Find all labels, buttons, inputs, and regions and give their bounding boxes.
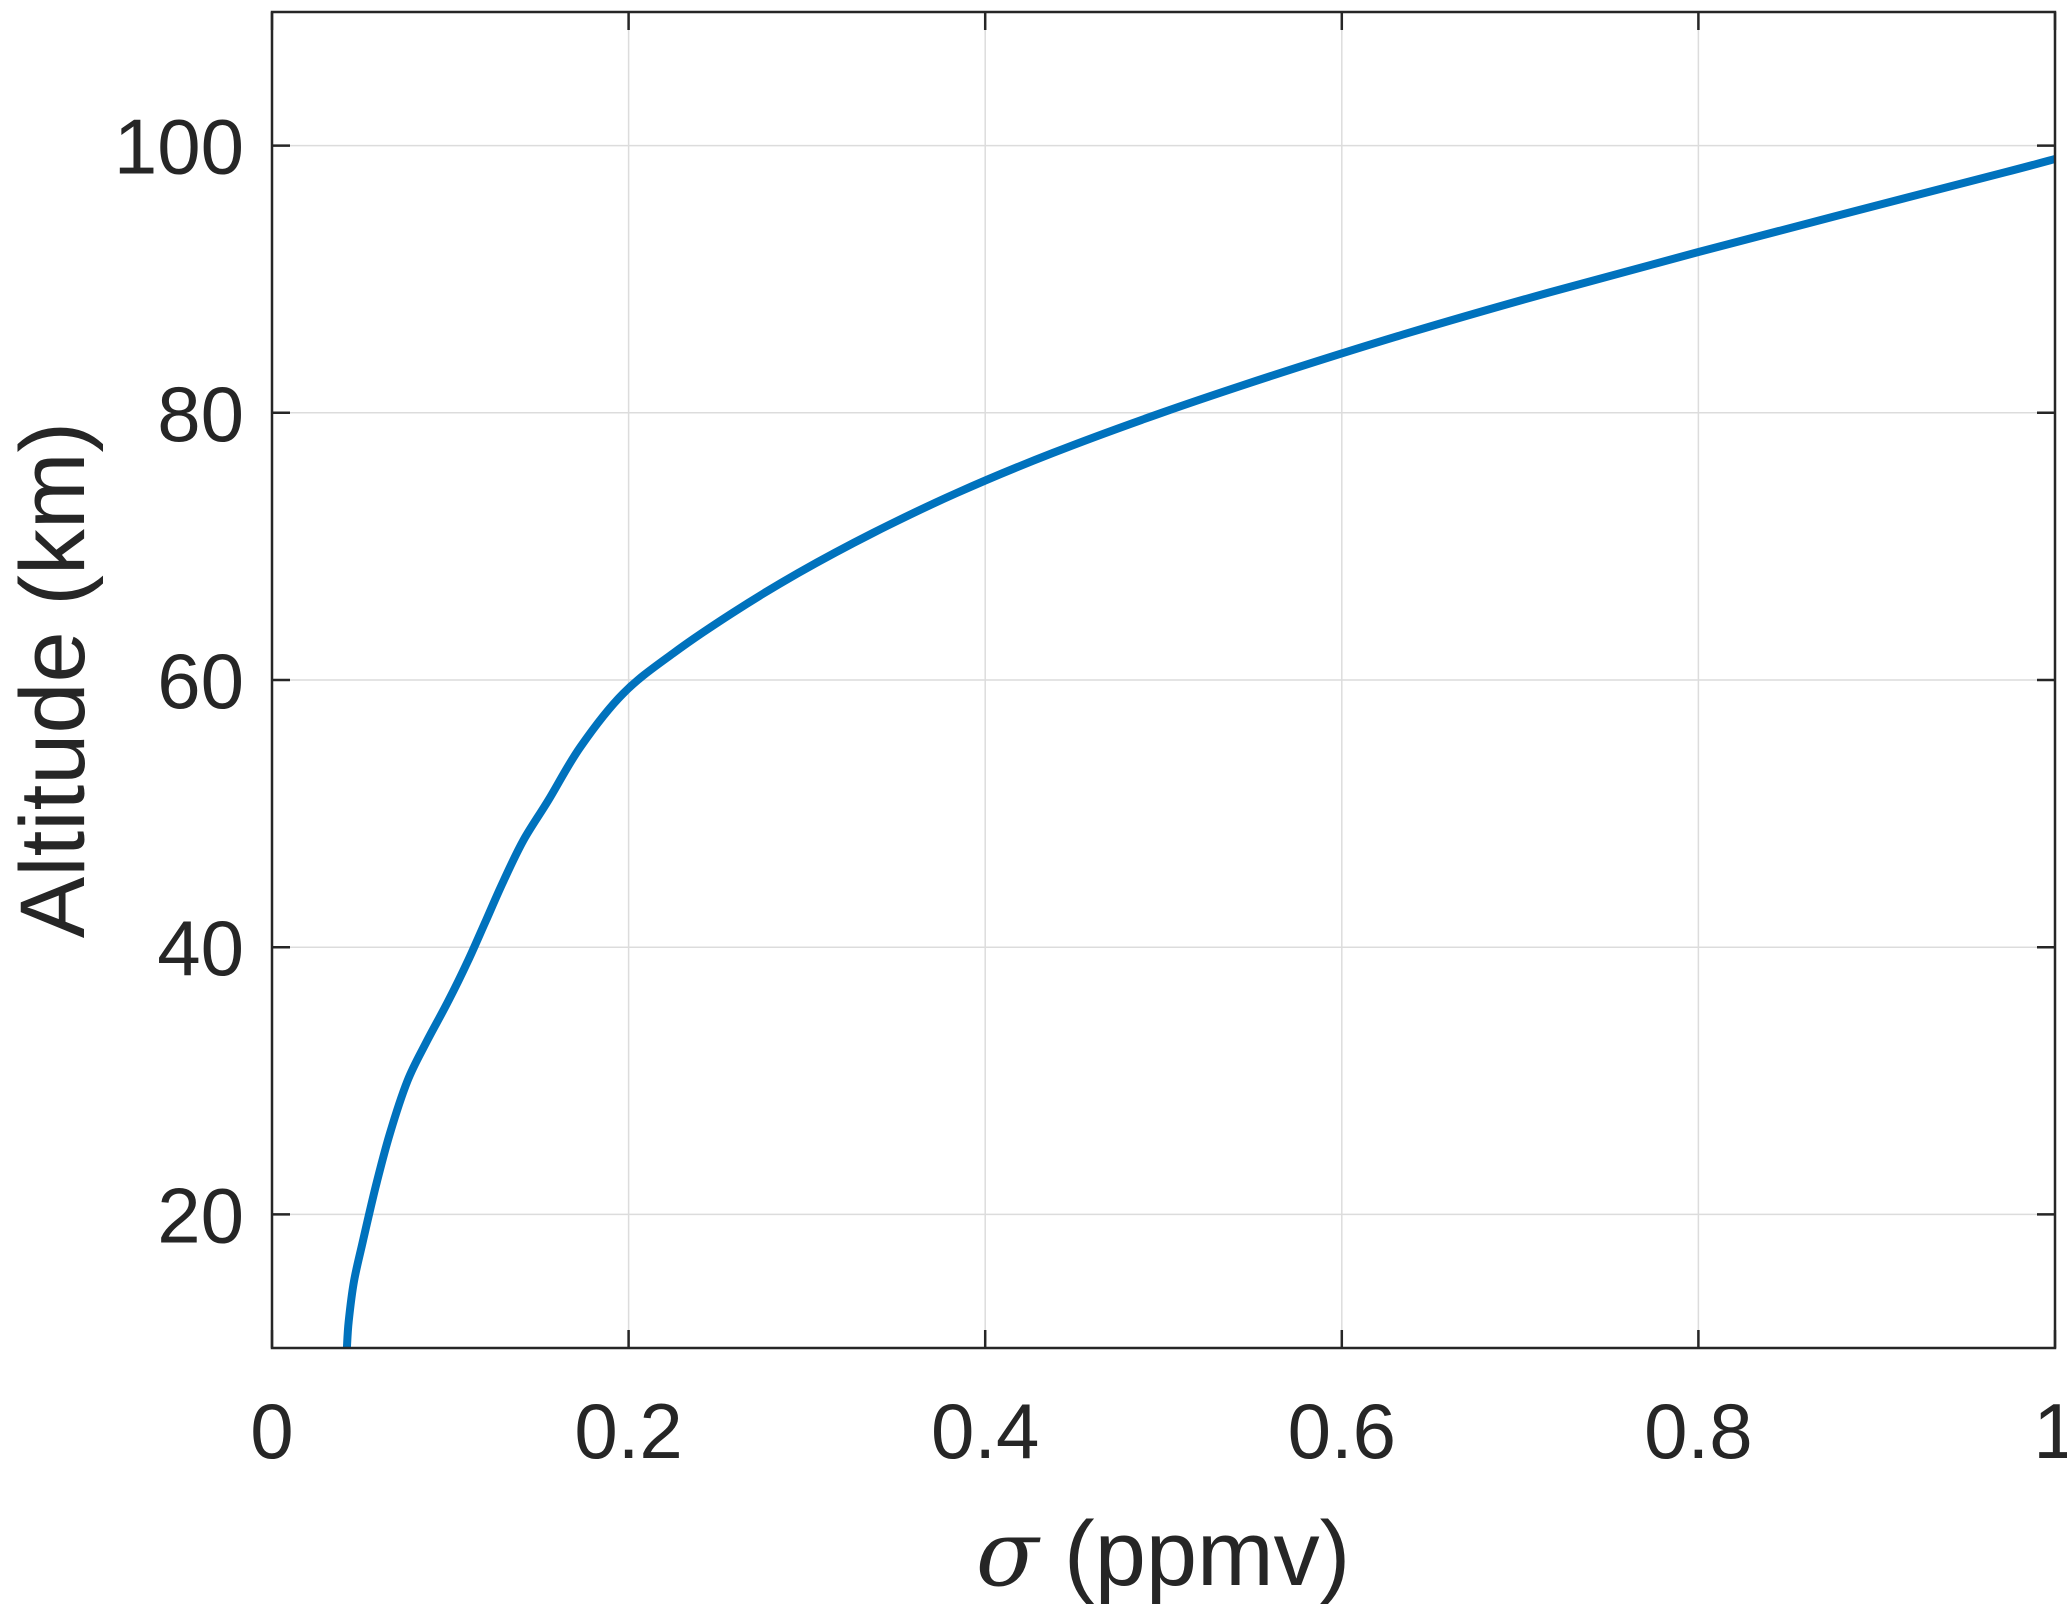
x-axis-symbol: σ	[976, 1500, 1041, 1607]
y-tick-label: 60	[157, 637, 244, 725]
x-tick-label: 1	[2033, 1387, 2067, 1475]
ticks	[270, 12, 2057, 1348]
y-tick-label: 20	[157, 1171, 244, 1259]
x-axis-title: σ (ppmv)	[976, 1500, 1351, 1607]
x-tick-label: 0	[250, 1387, 293, 1475]
y-tick-label: 80	[157, 370, 244, 458]
x-tick-label: 0.6	[1288, 1387, 1396, 1475]
y-tick-labels: 20 40 60 80 100	[114, 103, 244, 1260]
x-tick-label: 0.4	[931, 1387, 1039, 1475]
x-tick-label: 0.8	[1644, 1387, 1752, 1475]
x-axis-unit: (ppmv)	[1039, 1503, 1351, 1605]
series-line	[342, 155, 2057, 1349]
y-axis-title: Altitude (km)	[2, 422, 104, 938]
x-tick-labels: 0 0.2 0.4 0.6 0.8 1	[250, 1387, 2067, 1475]
y-tick-label: 40	[157, 904, 244, 992]
x-tick-label: 0.2	[574, 1387, 682, 1475]
series-layer	[342, 155, 2057, 1349]
y-tick-label: 100	[114, 103, 244, 191]
